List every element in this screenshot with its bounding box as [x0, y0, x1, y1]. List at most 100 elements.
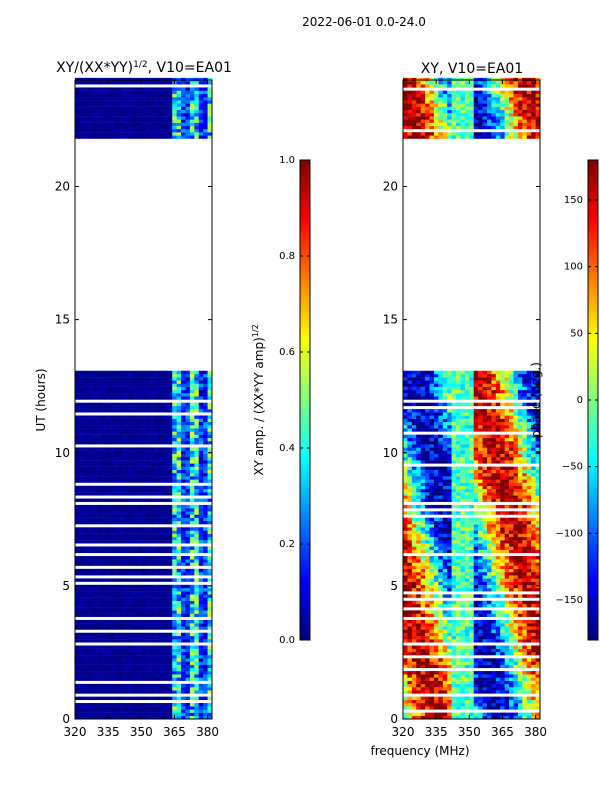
left-heatmap-cell	[119, 425, 124, 429]
left-heatmap-cell	[110, 441, 116, 445]
left-heatmap-cell	[123, 434, 129, 439]
left-heatmap-cell	[105, 109, 111, 114]
right-heatmap-cell	[464, 715, 470, 720]
right-heatmap-cell	[473, 603, 479, 608]
right-heatmap-cell	[447, 626, 452, 630]
right-heatmap-cell	[425, 639, 430, 643]
right-heatmap-cell	[531, 572, 536, 576]
right-heatmap-cell	[429, 562, 435, 566]
right-heatmap-cell	[513, 565, 519, 570]
left-heatmap-cell	[207, 572, 213, 576]
left-heatmap-cell	[136, 687, 142, 691]
left-heatmap-cell	[123, 690, 129, 694]
left-heatmap-cell	[167, 466, 173, 470]
left-heatmap-cell	[92, 415, 98, 419]
left-heatmap-cell	[92, 106, 98, 111]
left-heatmap-cell	[128, 690, 133, 694]
right-heatmap-cell	[460, 645, 466, 649]
right-heatmap-cell	[469, 674, 475, 678]
left-heatmap-cell	[105, 664, 111, 669]
left-heatmap-cell	[185, 671, 191, 675]
right-heatmap-cell	[411, 645, 417, 649]
right-heatmap-cell	[513, 658, 519, 662]
right-heatmap-cell	[425, 635, 430, 640]
left-heatmap-cell	[141, 706, 147, 710]
left-heatmap-cell	[105, 540, 111, 544]
left-heatmap-cell	[158, 619, 164, 624]
left-heatmap-cell	[172, 373, 177, 378]
left-heatmap-cell	[123, 100, 129, 104]
left-heatmap-cell	[83, 632, 89, 637]
right-heatmap-cell	[478, 536, 483, 541]
left-heatmap-cell	[136, 619, 142, 624]
left-heatmap-cell	[150, 485, 155, 490]
right-heatmap-cell	[407, 623, 413, 627]
left-heatmap-cell	[110, 450, 116, 455]
left-heatmap-cell	[79, 591, 85, 595]
right-heatmap-cell	[495, 683, 501, 688]
left-heatmap-cell	[198, 639, 204, 643]
left-heatmap-cell	[83, 386, 89, 391]
left-heatmap-cell	[167, 556, 173, 560]
left-heatmap-cell	[83, 533, 89, 538]
left-heatmap-cell	[181, 715, 186, 720]
left-heatmap-cell	[123, 128, 129, 133]
left-heatmap-cell	[207, 377, 213, 381]
left-heatmap-cell	[79, 594, 85, 598]
left-heatmap-cell	[132, 431, 138, 435]
left-heatmap-cell	[189, 610, 195, 614]
left-heatmap-cell	[79, 511, 85, 515]
left-heatmap-cell	[101, 687, 107, 691]
left-heatmap-cell	[185, 655, 191, 659]
left-heatmap-cell	[97, 466, 102, 470]
left-heatmap-cell	[154, 386, 160, 391]
right-heatmap-cell	[407, 651, 413, 656]
left-heatmap-cell	[185, 447, 191, 451]
left-heatmap-cell	[163, 715, 169, 720]
left-heatmap-cell	[194, 648, 200, 653]
left-heatmap-cell	[110, 514, 116, 518]
right-heatmap-cell	[420, 603, 426, 608]
left-heatmap-cell	[119, 655, 124, 659]
right-heatmap-cell	[513, 699, 519, 704]
left-heatmap-cell	[83, 425, 89, 429]
right-heatmap-cell	[407, 639, 413, 643]
left-heatmap-cell	[176, 132, 182, 136]
left-heatmap-cell	[79, 377, 85, 381]
left-heatmap-cell	[194, 562, 200, 566]
right-heatmap-cell	[442, 664, 448, 669]
left-heatmap-cell	[181, 370, 186, 375]
left-heatmap-cell	[176, 594, 182, 598]
left-heatmap-cell	[150, 674, 155, 678]
left-heatmap-cell	[154, 610, 160, 614]
left-heatmap-cell	[132, 715, 138, 720]
right-heatmap-cell	[486, 715, 492, 720]
left-heatmap-cell	[105, 472, 111, 477]
left-heatmap-cell	[145, 607, 151, 611]
right-heatmap-cell	[416, 623, 421, 627]
left-heatmap-cell	[123, 476, 129, 480]
right-heatmap-cell	[403, 578, 408, 582]
left-heatmap-cell	[189, 530, 195, 534]
right-heatmap-cell	[433, 600, 439, 605]
left-heatmap-cell	[83, 664, 89, 669]
right-heatmap-cell	[451, 661, 457, 665]
right-heatmap-cell	[456, 559, 461, 563]
left-heatmap-cell	[88, 90, 93, 95]
left-heatmap-cell	[75, 109, 80, 114]
left-heatmap-cell	[198, 402, 204, 407]
right-heatmap-cell	[482, 546, 488, 550]
left-heatmap-cell	[101, 373, 107, 378]
right-heatmap-cell	[451, 687, 457, 691]
left-heatmap-cell	[132, 370, 138, 375]
left-heatmap-cell	[119, 453, 124, 458]
left-heatmap-cell	[203, 119, 208, 123]
left-heatmap-cell	[83, 703, 89, 707]
left-heatmap-cell	[167, 453, 173, 458]
right-heatmap-cell	[535, 536, 541, 541]
right-heatmap-cell	[425, 565, 430, 570]
right-heatmap-cell	[438, 677, 444, 681]
left-heatmap-cell	[123, 651, 129, 656]
left-heatmap-cell	[75, 559, 80, 563]
left-heatmap-cell	[92, 588, 98, 592]
